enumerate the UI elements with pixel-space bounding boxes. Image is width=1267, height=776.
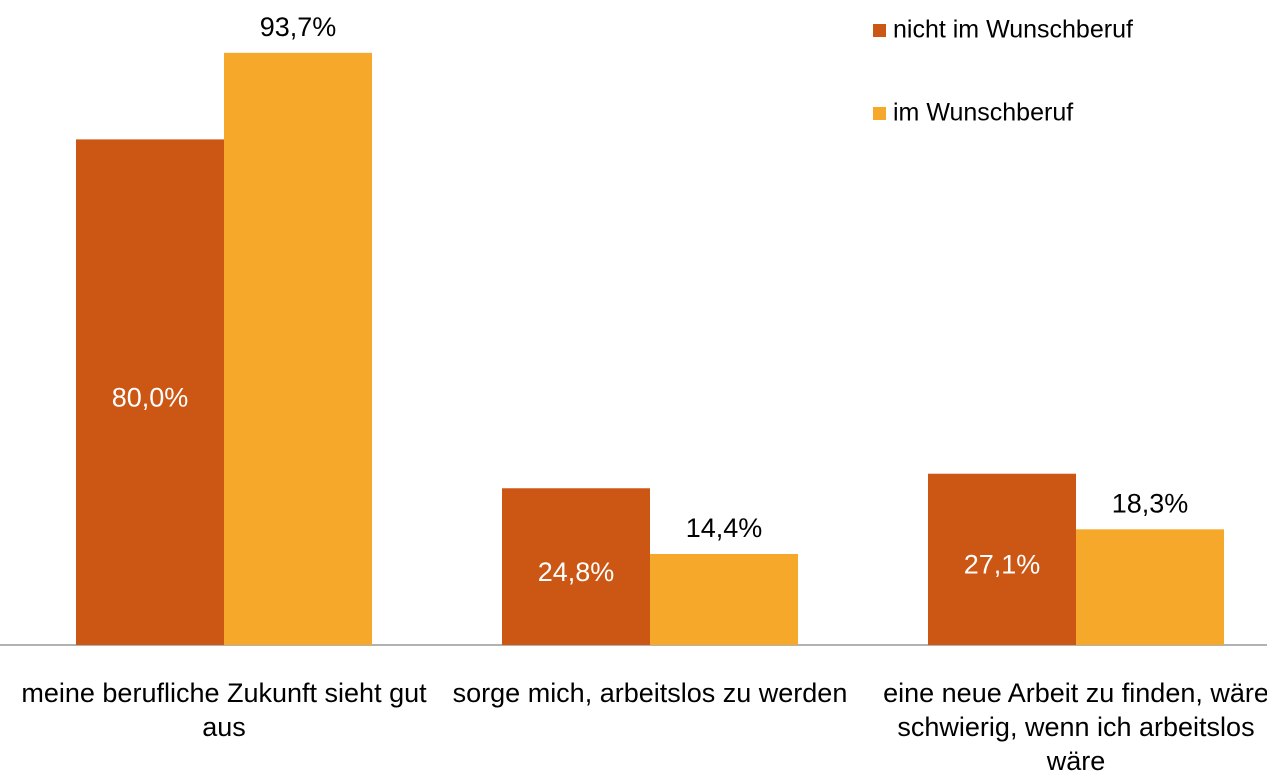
legend-label: im Wunschberuf bbox=[893, 99, 1073, 127]
data-label: 24,8% bbox=[538, 557, 615, 587]
bar bbox=[502, 488, 650, 645]
legend-swatch bbox=[873, 107, 886, 120]
x-tick-label: sorge mich, arbeitslos zu werden bbox=[452, 678, 848, 708]
bar bbox=[650, 553, 798, 645]
data-label: 93,7% bbox=[260, 12, 337, 42]
bar bbox=[224, 52, 372, 646]
bar bbox=[928, 473, 1076, 645]
data-label: 27,1% bbox=[964, 549, 1041, 579]
legend-label: nicht im Wunschberuf bbox=[893, 16, 1133, 44]
data-label: 18,3% bbox=[1112, 488, 1189, 518]
data-label: 14,4% bbox=[686, 513, 763, 543]
bar bbox=[1076, 529, 1224, 645]
x-tick-label: eine neue Arbeit zu finden, wäre schwier… bbox=[883, 678, 1267, 776]
legend-swatch bbox=[873, 24, 886, 37]
bar bbox=[76, 139, 224, 645]
data-label: 80,0% bbox=[112, 382, 189, 412]
x-tick-label: meine berufliche Zukunft sieht gut aus bbox=[21, 678, 427, 742]
